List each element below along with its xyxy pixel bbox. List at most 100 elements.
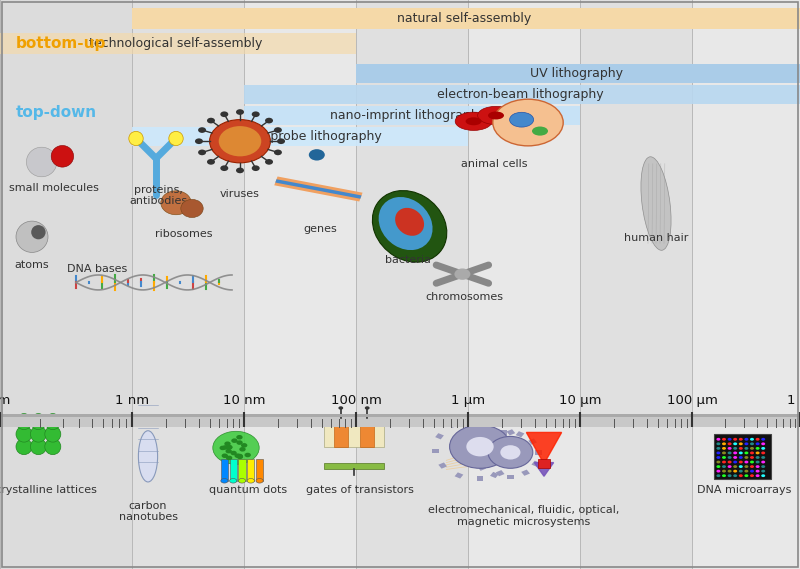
Text: chromosomes: chromosomes xyxy=(425,291,503,302)
Bar xyxy=(324,421,384,447)
Circle shape xyxy=(231,438,238,443)
Bar xyxy=(221,459,228,481)
Text: nm: nm xyxy=(0,394,10,407)
Ellipse shape xyxy=(641,156,671,250)
Circle shape xyxy=(218,126,262,156)
Ellipse shape xyxy=(26,147,57,177)
Ellipse shape xyxy=(30,426,46,442)
Text: genes: genes xyxy=(303,224,337,234)
Circle shape xyxy=(717,475,720,477)
Circle shape xyxy=(717,452,720,454)
Ellipse shape xyxy=(532,126,548,135)
Circle shape xyxy=(309,149,325,160)
Circle shape xyxy=(717,461,720,463)
Bar xyxy=(454,472,463,479)
Circle shape xyxy=(739,452,743,454)
Circle shape xyxy=(761,470,766,472)
Circle shape xyxy=(207,118,215,123)
Bar xyxy=(490,472,498,478)
Circle shape xyxy=(234,453,241,458)
Text: technological self-assembly: technological self-assembly xyxy=(90,37,262,50)
Circle shape xyxy=(761,461,766,463)
Bar xyxy=(477,476,483,480)
Text: 1 m: 1 m xyxy=(787,394,800,407)
Bar xyxy=(132,0,244,569)
Circle shape xyxy=(755,443,760,445)
Text: UV lithography: UV lithography xyxy=(530,68,622,80)
Ellipse shape xyxy=(378,197,433,250)
Circle shape xyxy=(195,138,203,144)
Circle shape xyxy=(739,456,743,459)
Ellipse shape xyxy=(221,479,228,483)
Text: bacteria: bacteria xyxy=(385,255,431,265)
Circle shape xyxy=(733,438,738,441)
Text: carbon
nanotubes: carbon nanotubes xyxy=(118,501,178,522)
Bar xyxy=(230,459,237,481)
Circle shape xyxy=(733,452,738,454)
Circle shape xyxy=(717,447,720,450)
Circle shape xyxy=(717,456,720,459)
Circle shape xyxy=(722,447,726,450)
Circle shape xyxy=(739,461,743,463)
Text: DNA microarrays: DNA microarrays xyxy=(697,485,791,495)
Circle shape xyxy=(210,119,270,163)
Circle shape xyxy=(265,159,273,164)
Ellipse shape xyxy=(16,414,32,430)
Bar xyxy=(435,433,444,439)
Circle shape xyxy=(750,456,754,459)
Circle shape xyxy=(717,438,720,441)
Circle shape xyxy=(733,465,738,468)
Circle shape xyxy=(761,475,766,477)
Text: animal cells: animal cells xyxy=(461,159,528,168)
Circle shape xyxy=(727,443,732,445)
Bar xyxy=(501,430,507,435)
Circle shape xyxy=(745,443,749,445)
Ellipse shape xyxy=(45,414,61,430)
Ellipse shape xyxy=(30,414,46,430)
Ellipse shape xyxy=(372,191,447,262)
Circle shape xyxy=(755,452,760,454)
Text: 10 nm: 10 nm xyxy=(222,394,266,407)
Circle shape xyxy=(733,447,738,450)
Circle shape xyxy=(727,456,732,459)
Text: 10 μm: 10 μm xyxy=(558,394,602,407)
Circle shape xyxy=(750,447,754,450)
Circle shape xyxy=(727,475,732,477)
Bar xyxy=(274,176,362,201)
Polygon shape xyxy=(526,432,562,464)
Circle shape xyxy=(761,452,766,454)
Bar xyxy=(692,0,800,569)
Ellipse shape xyxy=(16,426,32,442)
Circle shape xyxy=(739,447,743,450)
Circle shape xyxy=(722,475,726,477)
Circle shape xyxy=(761,456,766,459)
Bar xyxy=(528,439,537,445)
Circle shape xyxy=(717,470,720,472)
Circle shape xyxy=(755,465,760,468)
Text: 1 μm: 1 μm xyxy=(451,394,485,407)
Circle shape xyxy=(207,159,215,164)
Circle shape xyxy=(733,461,738,463)
Circle shape xyxy=(454,269,470,280)
Bar xyxy=(438,463,447,469)
Circle shape xyxy=(733,470,738,472)
Ellipse shape xyxy=(45,426,61,442)
Circle shape xyxy=(226,456,232,460)
Bar xyxy=(485,434,493,440)
Circle shape xyxy=(219,446,226,450)
Ellipse shape xyxy=(16,221,48,253)
Circle shape xyxy=(750,475,754,477)
Bar xyxy=(522,469,530,476)
Bar xyxy=(506,429,515,435)
Circle shape xyxy=(222,453,228,458)
Circle shape xyxy=(739,465,743,468)
Circle shape xyxy=(745,447,749,450)
Bar xyxy=(247,459,254,481)
Circle shape xyxy=(750,438,754,441)
Circle shape xyxy=(750,452,754,454)
Bar xyxy=(324,418,384,423)
Bar xyxy=(0,0,132,569)
Circle shape xyxy=(252,112,260,117)
Text: electron-beam lithography: electron-beam lithography xyxy=(437,88,603,101)
Ellipse shape xyxy=(30,439,46,455)
